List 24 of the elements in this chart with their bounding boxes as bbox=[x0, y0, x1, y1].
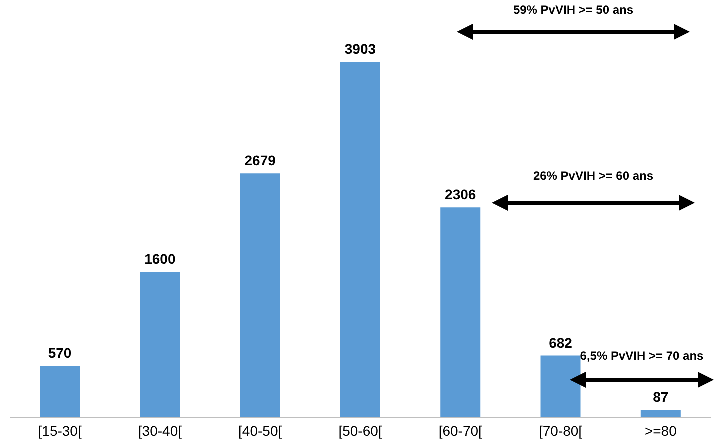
data-label: 87 bbox=[653, 389, 669, 406]
x-tick-label: [40-50[ bbox=[238, 422, 282, 439]
text: 59% PvVIH >= 50 ans bbox=[513, 3, 634, 17]
bar bbox=[340, 62, 380, 418]
data-label: 682 bbox=[549, 334, 573, 351]
bar bbox=[140, 272, 180, 418]
bar bbox=[40, 366, 80, 418]
data-label: 2306 bbox=[445, 186, 476, 203]
bar bbox=[440, 208, 481, 418]
x-tick-label: [15-30[ bbox=[38, 422, 82, 439]
data-label: 2679 bbox=[244, 152, 276, 169]
x-tick-label: [60-70[ bbox=[438, 422, 483, 439]
annotation: 6,5% PvVIH >= 70 ans bbox=[580, 349, 704, 363]
data-label: 3903 bbox=[344, 41, 376, 57]
x-tick-label: [70-80[ bbox=[538, 422, 583, 439]
annotation: 26% PvVIH >= 60 ans bbox=[533, 169, 654, 183]
bar bbox=[540, 356, 581, 418]
x-tick-label: >=80 bbox=[644, 422, 678, 439]
data-label: 1600 bbox=[144, 251, 176, 268]
x-tick-label: [50-60[ bbox=[338, 422, 382, 439]
data-label: 570 bbox=[48, 345, 72, 362]
x-tick-label: [30-40[ bbox=[138, 422, 182, 439]
bar bbox=[240, 174, 280, 418]
bar bbox=[640, 410, 681, 418]
